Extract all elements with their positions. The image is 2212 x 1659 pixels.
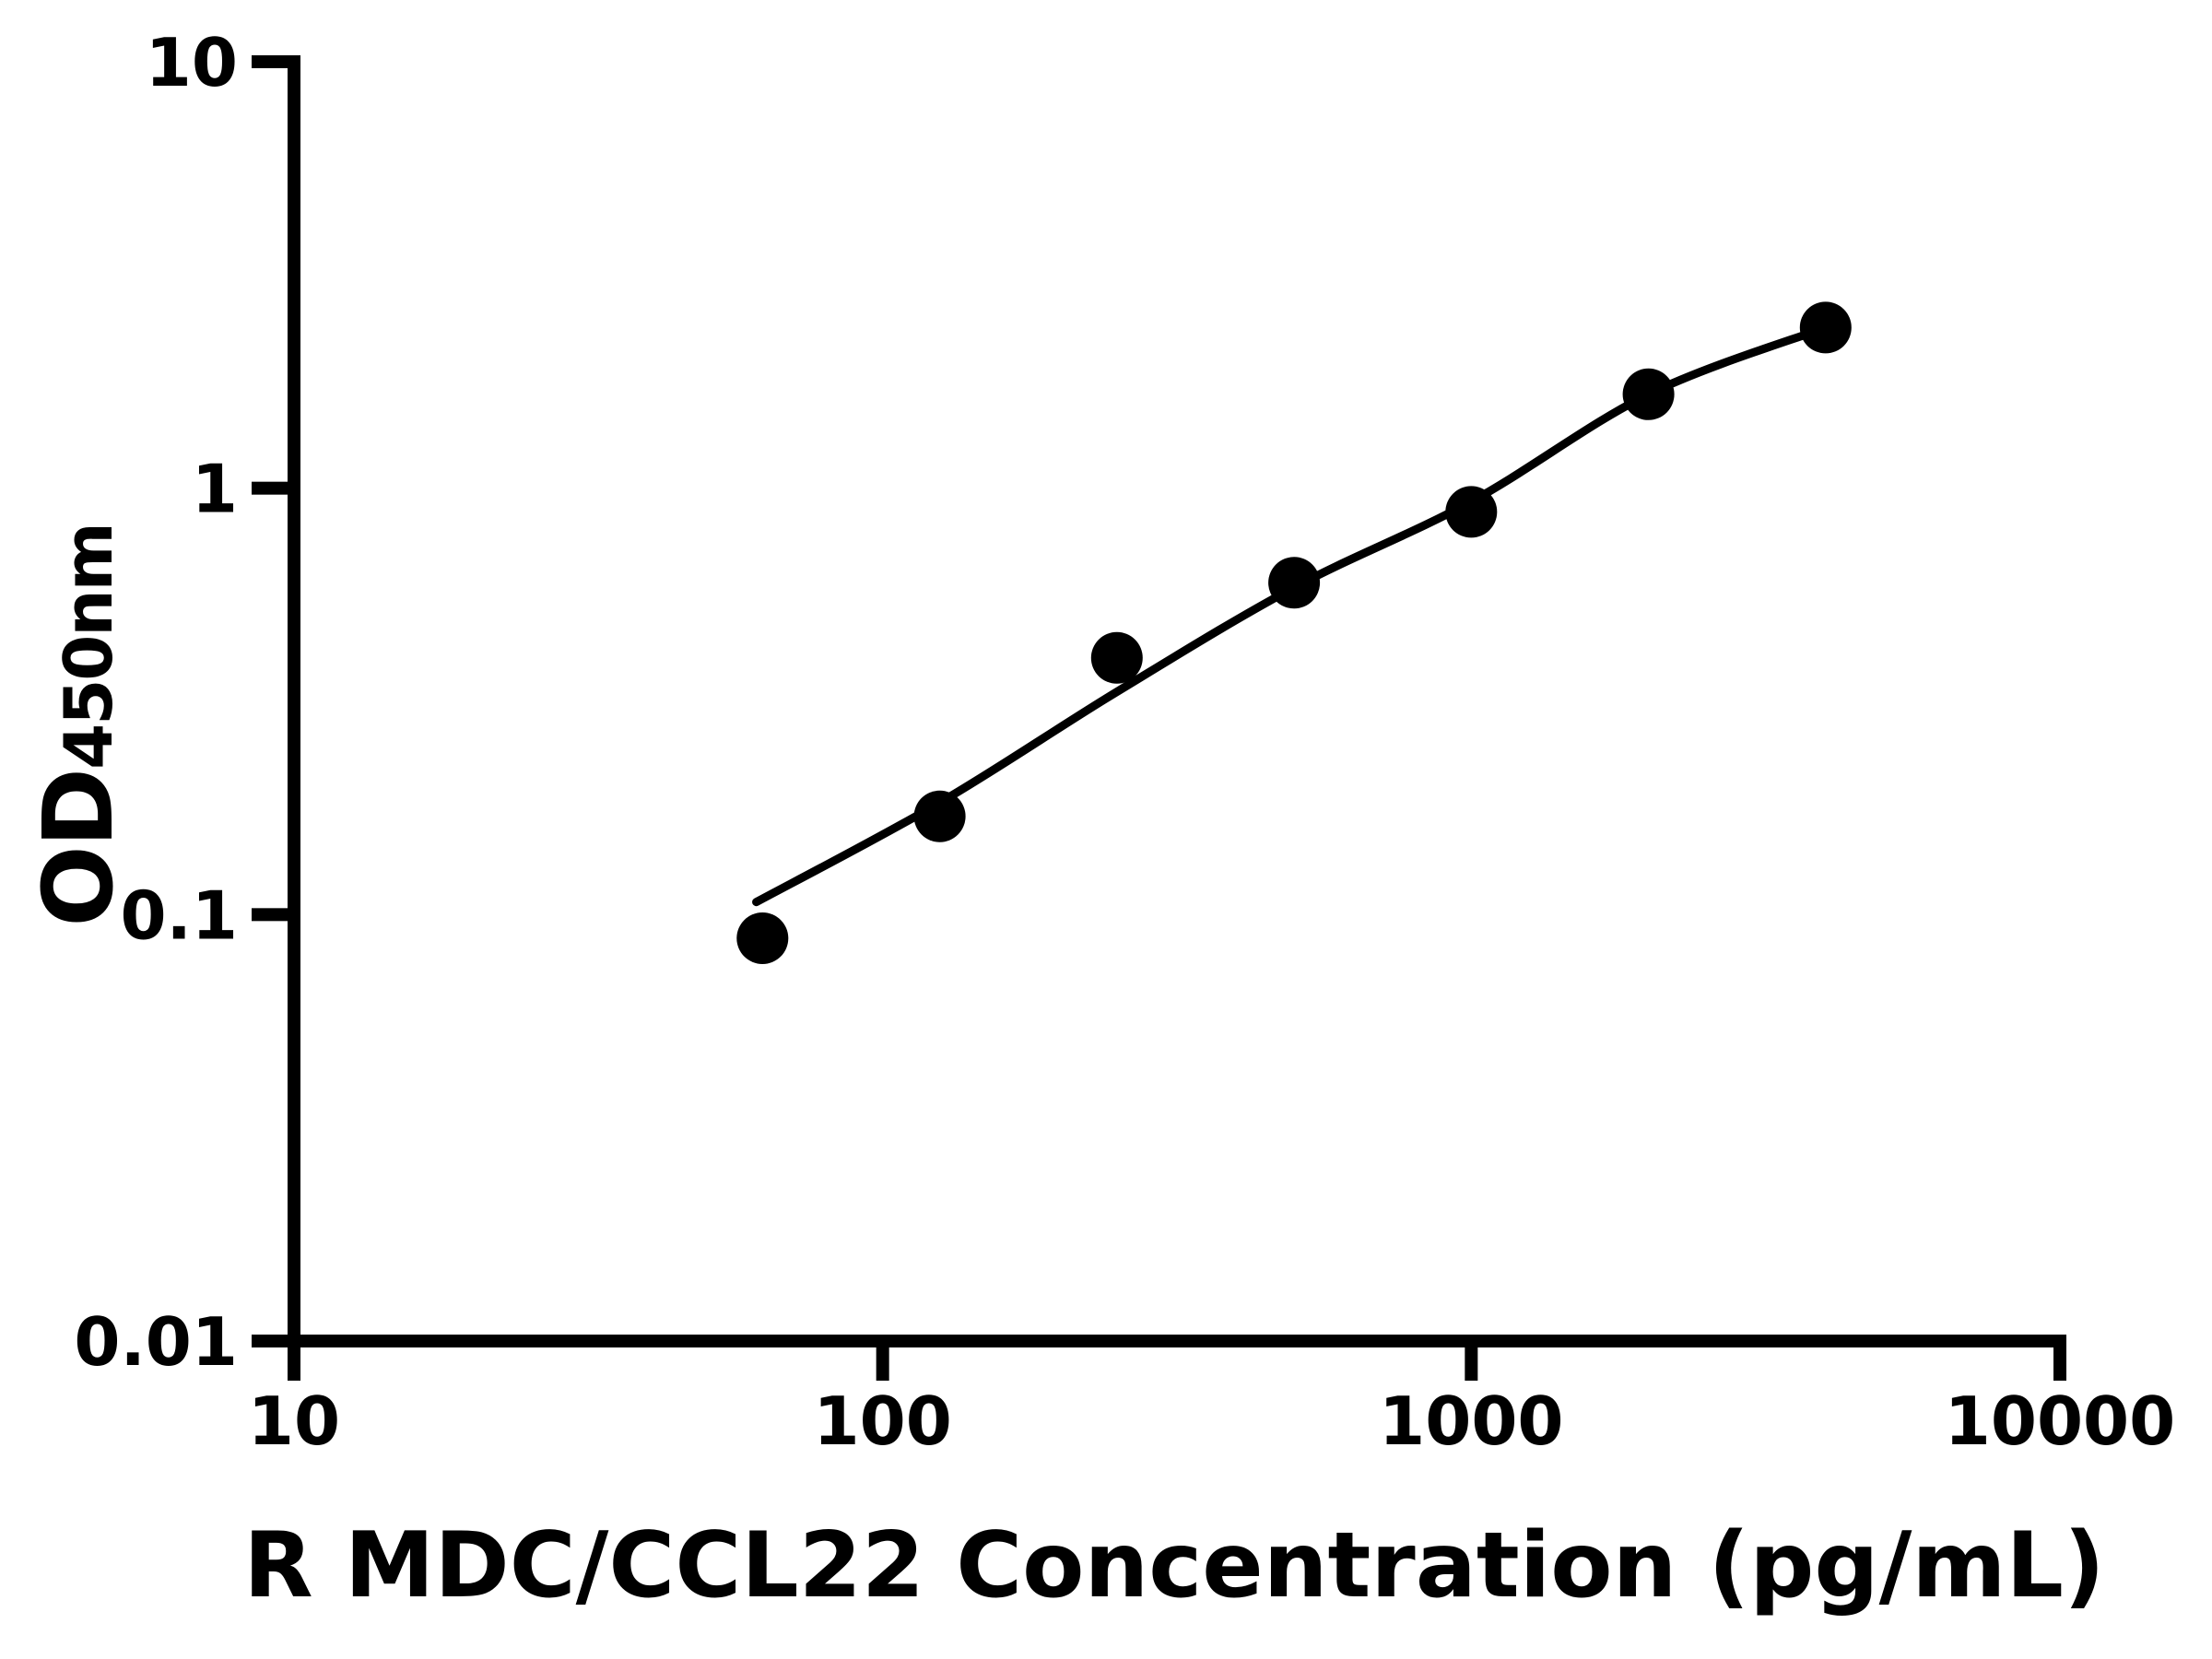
y-tick-label-0.01: 0.01 (74, 1303, 238, 1381)
y-tick-0.1 (252, 908, 294, 922)
data-point-500 (1268, 557, 1321, 609)
y-tick-label-0.1: 0.1 (120, 877, 238, 954)
y-axis-title-main: OD (22, 770, 135, 927)
x-tick-label-10: 10 (248, 1382, 340, 1460)
y-tick-1 (252, 481, 294, 495)
x-tick-label-10000: 10000 (1945, 1382, 2176, 1460)
y-axis-spine (288, 55, 300, 1347)
y-axis-title-subscript: 450nm (50, 524, 127, 770)
x-axis-title: R MDC/CCL22 Concentration (pg/mL) (243, 1513, 2104, 1618)
axis-tick-labels: 0.01 0.1 1 10 10 100 1000 10000 (74, 24, 2175, 1460)
x-tick-1000 (1465, 1341, 1478, 1381)
x-tick-100 (876, 1341, 889, 1381)
y-tick-0.01 (252, 1335, 294, 1347)
data-points (736, 301, 1852, 964)
data-point-2000 (1622, 368, 1675, 420)
data-point-1000 (1445, 486, 1498, 538)
x-tick-10000 (2053, 1341, 2066, 1381)
y-tick-label-1: 1 (192, 451, 238, 528)
y-axis-title: OD450nm (22, 524, 135, 926)
x-axis-spine (288, 1335, 2066, 1347)
axis-ticks (252, 55, 2066, 1381)
data-point-4000 (1799, 301, 1852, 354)
data-point-250 (1090, 631, 1143, 684)
x-tick-10 (288, 1341, 300, 1381)
data-point-125 (913, 790, 966, 842)
y-tick-10 (252, 55, 294, 68)
x-tick-label-1000: 1000 (1379, 1382, 1563, 1460)
axes (288, 55, 2066, 1347)
x-tick-label-100: 100 (814, 1382, 952, 1460)
data-point-62.5 (736, 912, 789, 964)
y-tick-label-10: 10 (146, 24, 238, 101)
